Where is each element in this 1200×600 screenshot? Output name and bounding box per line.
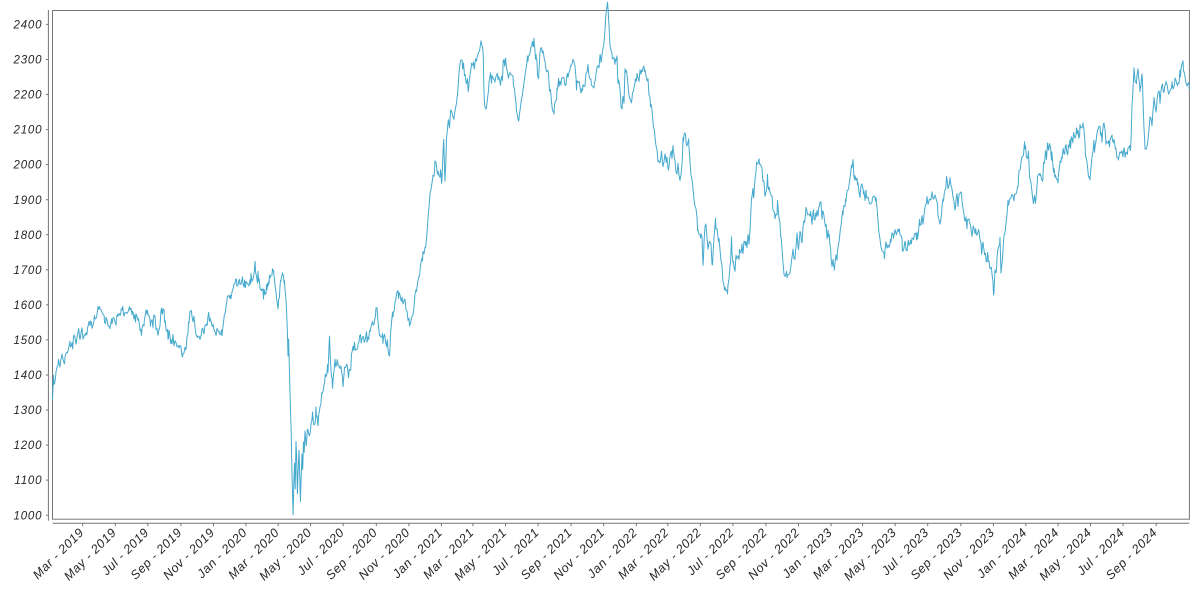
svg-text:2300: 2300 — [13, 55, 43, 67]
svg-text:2400: 2400 — [13, 20, 43, 32]
svg-text:1500: 1500 — [14, 335, 43, 347]
svg-text:1600: 1600 — [14, 300, 43, 312]
svg-text:1100: 1100 — [14, 475, 42, 487]
svg-text:2200: 2200 — [13, 90, 43, 102]
svg-text:1700: 1700 — [14, 265, 43, 277]
svg-text:1800: 1800 — [14, 230, 43, 242]
svg-text:1200: 1200 — [14, 440, 43, 452]
svg-text:1400: 1400 — [14, 370, 43, 382]
svg-text:2100: 2100 — [13, 125, 43, 137]
svg-text:1000: 1000 — [14, 510, 43, 522]
svg-text:2000: 2000 — [13, 160, 43, 172]
svg-text:1900: 1900 — [14, 195, 43, 207]
svg-text:1300: 1300 — [14, 405, 43, 417]
